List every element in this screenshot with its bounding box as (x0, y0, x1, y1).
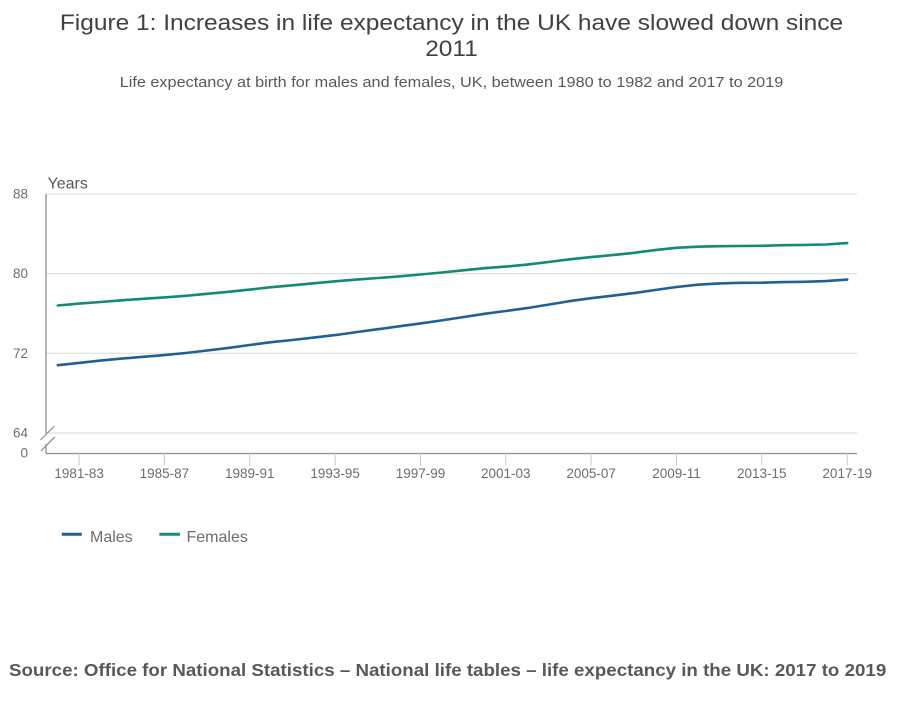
svg-text:72: 72 (13, 346, 28, 361)
svg-text:2017-19: 2017-19 (822, 466, 872, 481)
svg-text:1981-83: 1981-83 (54, 466, 104, 481)
svg-text:88: 88 (13, 187, 28, 202)
svg-text:80: 80 (13, 266, 28, 281)
svg-text:Females: Females (187, 529, 248, 546)
svg-text:1989-91: 1989-91 (225, 466, 275, 481)
svg-text:64: 64 (13, 426, 29, 441)
svg-text:2005-07: 2005-07 (566, 466, 616, 481)
svg-text:Males: Males (90, 529, 133, 546)
svg-text:1985-87: 1985-87 (140, 466, 190, 481)
svg-text:2013-15: 2013-15 (737, 466, 787, 481)
svg-text:1997-99: 1997-99 (396, 466, 446, 481)
svg-text:0: 0 (20, 446, 28, 461)
svg-text:Years: Years (48, 176, 88, 193)
svg-text:2001-03: 2001-03 (481, 466, 531, 481)
svg-text:2009-11: 2009-11 (652, 466, 701, 481)
svg-text:1993-95: 1993-95 (310, 466, 360, 481)
